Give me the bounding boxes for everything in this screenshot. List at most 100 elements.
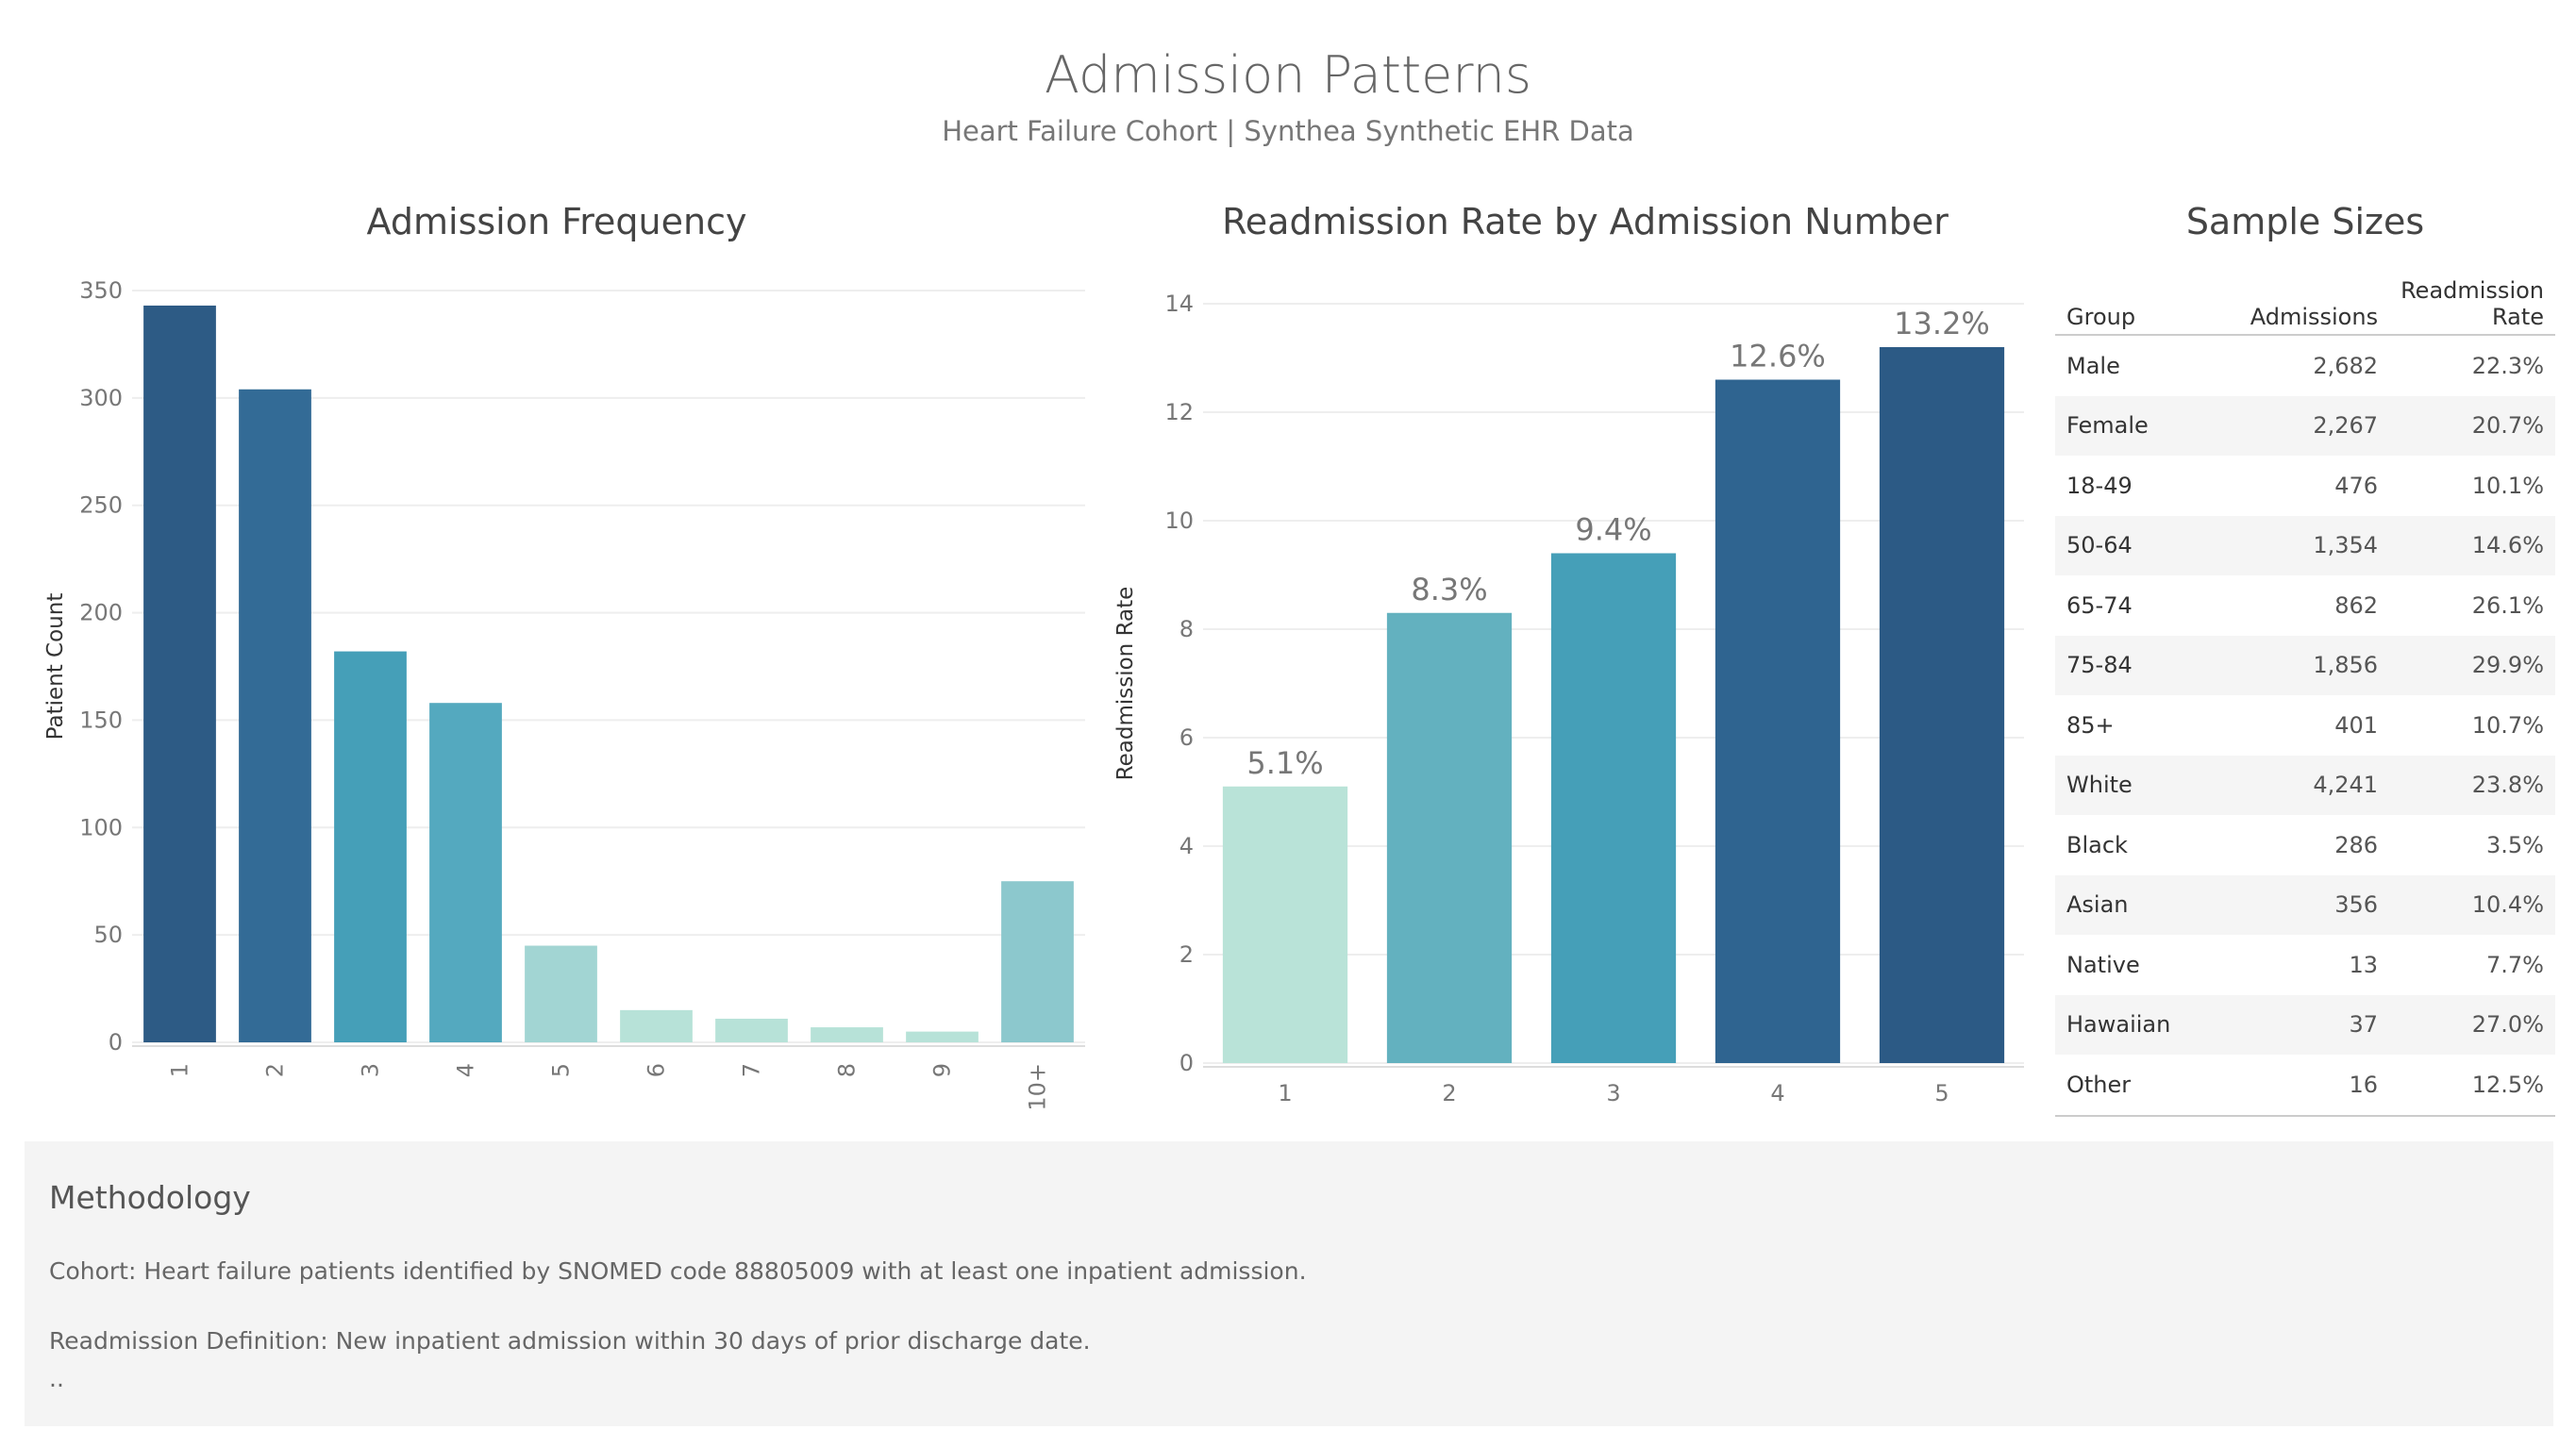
- y-axis-label: Readmission Rate: [1113, 587, 1138, 781]
- cell-group: White: [2055, 755, 2208, 815]
- bar: [906, 1031, 979, 1042]
- table-row: 65-74 862 26.1%: [2055, 575, 2555, 636]
- bar: [334, 651, 407, 1042]
- methodology-more: ..: [49, 1365, 64, 1392]
- cell-admissions: 37: [2207, 994, 2390, 1055]
- col-admissions: Admissions: [2207, 274, 2390, 336]
- cell-group: 85+: [2066, 711, 2115, 739]
- table-row: Female 2,267 20.7%: [2055, 395, 2555, 456]
- sample-sizes-table: Group Admissions Readmission Rate Male 2,…: [2055, 274, 2555, 1117]
- y-tick-label: 0: [1179, 1050, 1194, 1076]
- y-tick-label: 6: [1179, 724, 1194, 751]
- methodology-panel: Methodology Cohort: Heart failure patien…: [25, 1141, 2553, 1426]
- y-tick-label: 10: [1164, 507, 1194, 534]
- page-title: Admission Patterns: [1045, 45, 1531, 105]
- cell-rate: 27.0%: [2389, 994, 2555, 1055]
- cell-group: Female: [2055, 395, 2208, 456]
- x-tick-label: 8: [834, 1063, 861, 1077]
- cell-admissions: 401: [2334, 711, 2379, 739]
- data-label: 5.1%: [1246, 745, 1323, 781]
- cell-group: Black: [2066, 831, 2128, 858]
- cell-admissions: 286: [2334, 831, 2379, 858]
- table-row: 50-64 1,354 14.6%: [2055, 515, 2555, 575]
- col-group: Group: [2055, 274, 2208, 336]
- cell-rate: 10.4%: [2389, 874, 2555, 935]
- bar: [143, 305, 216, 1042]
- table-title: Sample Sizes: [2185, 201, 2425, 242]
- bar: [239, 389, 311, 1043]
- cell-admissions: 1,354: [2207, 515, 2390, 575]
- x-tick-label: 10+: [1025, 1063, 1051, 1111]
- y-tick-label: 200: [79, 600, 123, 626]
- x-tick-label: 5: [548, 1063, 575, 1077]
- cell-rate: 14.6%: [2389, 515, 2555, 575]
- data-label: 9.4%: [1575, 512, 1651, 548]
- methodology-cohort: Cohort: Heart failure patients identifie…: [49, 1257, 1307, 1285]
- table-row: White 4,241 23.8%: [2055, 755, 2555, 815]
- bar: [811, 1027, 883, 1042]
- cell-admissions: 2,267: [2207, 395, 2390, 456]
- table-row: Hawaiian 37 27.0%: [2055, 994, 2555, 1055]
- cell-group: 65-74: [2066, 591, 2133, 619]
- bar: [620, 1009, 693, 1042]
- bar: [429, 703, 502, 1042]
- chart1-title: Admission Frequency: [366, 201, 747, 242]
- methodology-definition: Readmission Definition: New inpatient ad…: [49, 1327, 1091, 1355]
- col-readmission-rate: Readmission Rate: [2389, 274, 2555, 336]
- cell-rate: 7.7%: [2486, 951, 2544, 978]
- table-row: 85+ 401 10.7%: [2055, 695, 2555, 756]
- cell-group: Male: [2066, 352, 2120, 379]
- y-tick-label: 14: [1164, 291, 1194, 317]
- table-row: 75-84 1,856 29.9%: [2055, 635, 2555, 695]
- table-row: 18-49 476 10.1%: [2055, 456, 2555, 516]
- bar: [1550, 553, 1677, 1063]
- bar: [1386, 612, 1513, 1063]
- y-tick-label: 100: [79, 814, 123, 840]
- x-tick-label: 7: [739, 1063, 765, 1077]
- y-tick-label: 150: [79, 707, 123, 733]
- cell-rate: 20.7%: [2389, 395, 2555, 456]
- x-tick-label: 1: [167, 1063, 193, 1077]
- data-label: 12.6%: [1730, 339, 1826, 374]
- cell-admissions: 1,856: [2207, 635, 2390, 695]
- table-header: Group Admissions Readmission Rate: [2055, 274, 2555, 336]
- cell-rate: 26.1%: [2471, 591, 2544, 619]
- y-tick-label: 300: [79, 385, 123, 411]
- bar: [1715, 379, 1841, 1063]
- x-tick-label: 2: [1442, 1080, 1456, 1106]
- methodology-title: Methodology: [49, 1179, 251, 1216]
- table-row: Native 13 7.7%: [2055, 935, 2555, 995]
- cell-admissions: 13: [2349, 951, 2379, 978]
- cell-group: Other: [2055, 1055, 2208, 1117]
- y-tick-label: 50: [93, 922, 123, 948]
- bar: [1001, 881, 1074, 1042]
- cell-rate: 3.5%: [2486, 831, 2544, 858]
- cell-admissions: 2,682: [2313, 352, 2379, 379]
- y-tick-label: 12: [1164, 399, 1194, 425]
- cell-admissions: 356: [2207, 874, 2390, 935]
- x-tick-label: 3: [358, 1063, 384, 1077]
- data-label: 13.2%: [1894, 306, 1990, 341]
- cell-rate: 10.7%: [2471, 711, 2544, 739]
- cell-admissions: 476: [2334, 472, 2379, 499]
- x-tick-label: 1: [1278, 1080, 1292, 1106]
- cell-rate: 10.1%: [2471, 472, 2544, 499]
- x-tick-label: 9: [929, 1063, 956, 1077]
- y-axis-label: Patient Count: [43, 593, 68, 740]
- table-row: Black 286 3.5%: [2055, 815, 2555, 875]
- y-tick-label: 2: [1179, 941, 1194, 968]
- bar: [1222, 786, 1348, 1063]
- cell-group: Native: [2066, 951, 2140, 978]
- data-label: 8.3%: [1411, 572, 1487, 607]
- y-tick-label: 350: [79, 277, 123, 304]
- cell-admissions: 862: [2334, 591, 2379, 619]
- cell-rate: 29.9%: [2389, 635, 2555, 695]
- cell-group: Asian: [2055, 874, 2208, 935]
- cell-admissions: 4,241: [2207, 755, 2390, 815]
- chart2-title: Readmission Rate by Admission Number: [1222, 201, 1949, 242]
- table-row: Other 16 12.5%: [2055, 1055, 2555, 1117]
- table-row: Male 2,682 22.3%: [2055, 335, 2555, 396]
- cell-group: 75-84: [2055, 635, 2208, 695]
- x-tick-label: 6: [644, 1063, 670, 1077]
- readmission-rate-chart: 0 2 4 6 8 10 12 14 Readmission Rate 1 5.1% 2 8.3% 3 9.…: [1113, 291, 2024, 1106]
